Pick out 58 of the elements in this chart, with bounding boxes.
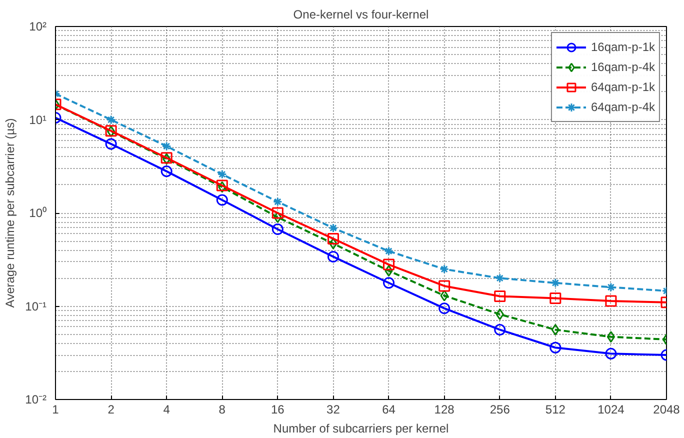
point [495, 273, 505, 283]
point [550, 342, 562, 354]
point [606, 282, 616, 292]
point [274, 212, 282, 224]
point [327, 250, 339, 262]
point [217, 170, 227, 180]
point [606, 331, 616, 343]
y-tick-label: 10² [29, 20, 47, 34]
legend-label: 64qam-p-4k [590, 100, 655, 114]
point [383, 258, 395, 270]
x-tick-label: 4 [163, 402, 170, 416]
point [327, 232, 339, 244]
y-axis-title: Average runtime per subcarrier (µs) [3, 118, 18, 308]
x-tick-label: 512 [545, 402, 566, 416]
x-tick-label: 8 [218, 402, 226, 416]
y-tick-label: 10⁻¹ [25, 299, 47, 314]
point [550, 292, 562, 304]
legend-label: 16qam-p-4k [590, 60, 655, 74]
point [438, 302, 450, 314]
point [440, 290, 448, 302]
point [440, 264, 450, 274]
chart-title: One-kernel vs four-kernel [293, 8, 429, 22]
y-tick-label: 10⁰ [29, 206, 47, 220]
x-tick-label: 256 [490, 402, 510, 416]
point [272, 223, 284, 235]
point [272, 207, 284, 219]
point [494, 290, 506, 302]
point [496, 308, 504, 320]
point [328, 223, 338, 233]
point [384, 265, 393, 277]
x-tick-label: 64 [382, 402, 396, 416]
point [605, 295, 617, 307]
point [494, 324, 506, 336]
x-tick-label: 32 [326, 402, 340, 416]
x-tick-label: 16 [271, 402, 285, 416]
point [162, 141, 172, 151]
point [272, 197, 282, 207]
x-tick-label: 2 [108, 402, 115, 416]
y-tick-label: 10⁻² [25, 392, 47, 406]
x-axis-title: Number of subcarriers per kernel [273, 422, 449, 436]
legend-label: 16qam-p-1k [590, 40, 655, 54]
x-tick-label: 128 [434, 402, 455, 416]
point [551, 324, 560, 336]
point [438, 280, 450, 292]
point [550, 278, 560, 288]
point [105, 138, 117, 150]
point [384, 246, 394, 256]
x-tick-label: 2048 [653, 402, 680, 416]
point [329, 238, 338, 250]
legend-label: 64qam-p-1k [590, 80, 655, 94]
point [160, 166, 172, 178]
point [605, 348, 617, 360]
point [216, 194, 228, 206]
x-tick-label: 1 [52, 402, 60, 416]
point [383, 277, 395, 289]
x-tick-label: 1024 [598, 402, 625, 416]
y-tick-label: 10¹ [29, 112, 47, 127]
point [106, 115, 116, 124]
